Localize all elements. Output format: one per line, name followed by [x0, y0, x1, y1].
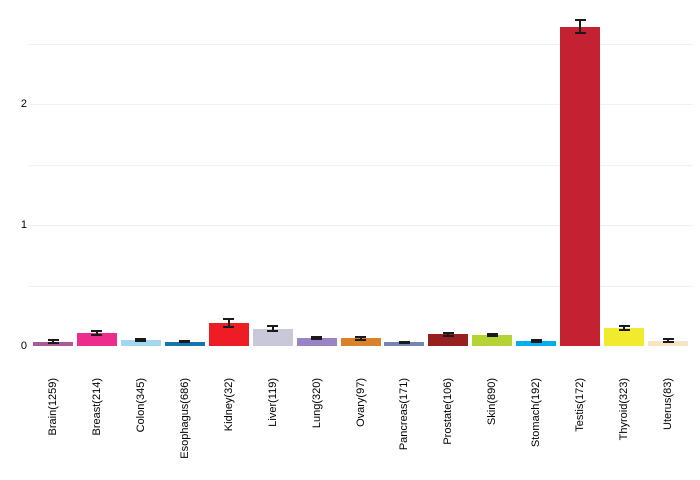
- error-bar-cap: [179, 339, 191, 342]
- error-bar-cap: [355, 338, 366, 341]
- error-bar-cap: [486, 332, 498, 335]
- x-tick-label: Uterus(83): [662, 378, 675, 430]
- error-bar: [52, 340, 54, 343]
- error-bar-cap: [355, 335, 366, 338]
- error-bar-cap: [574, 32, 586, 35]
- error-bar-cap: [223, 317, 235, 320]
- x-tick-label: Testis(172): [574, 378, 587, 432]
- x-tick-label: Thyroid(323): [618, 378, 631, 441]
- bar: [472, 334, 513, 346]
- error-bar-cap: [47, 339, 59, 342]
- error-bar-cap: [530, 338, 542, 341]
- x-tick-label: Pancreas(171): [398, 378, 411, 451]
- error-bar: [271, 326, 274, 332]
- error-bar-cap: [398, 340, 410, 343]
- x-tick-label: Lung(320): [310, 378, 323, 429]
- bar: [340, 338, 381, 346]
- gridline: [28, 225, 693, 226]
- x-tick-label: Prostate(106): [442, 378, 455, 445]
- bar: [120, 339, 161, 346]
- error-bar-cap: [662, 340, 674, 343]
- bar: [604, 327, 645, 346]
- error-bar-cap: [442, 331, 454, 334]
- error-bar-cap: [91, 333, 103, 336]
- gridline: [28, 43, 693, 45]
- bar: [164, 341, 205, 346]
- error-bar-cap: [442, 334, 454, 337]
- x-tick-label: Breast(214): [90, 378, 103, 436]
- error-bar-cap: [267, 325, 279, 328]
- x-tick-label: Skin(890): [486, 378, 499, 426]
- y-tick-label: 1: [20, 219, 27, 231]
- gridline: [28, 164, 693, 166]
- error-bar: [623, 325, 626, 330]
- x-tick-label: Stomach(192): [530, 378, 543, 448]
- x-tick-label: Liver(119): [266, 378, 279, 427]
- gridline: [28, 285, 693, 287]
- bar: [428, 334, 469, 346]
- error-bar-cap: [179, 341, 191, 344]
- error-bar-cap: [574, 18, 586, 21]
- error-bar-cap: [267, 330, 279, 333]
- error-bar-cap: [618, 324, 630, 327]
- error-bar: [447, 332, 450, 336]
- error-bar-cap: [398, 341, 410, 344]
- x-tick-label: Ovary(97): [354, 378, 367, 427]
- bar: [384, 342, 425, 346]
- error-bar: [95, 331, 98, 335]
- error-bar-cap: [135, 337, 147, 340]
- bar: [33, 341, 73, 346]
- error-bar-cap: [135, 339, 147, 342]
- x-tick-label: Brain(1259): [47, 378, 59, 436]
- error-bar-cap: [311, 335, 323, 338]
- bar: [516, 340, 557, 346]
- x-tick-label: Esophagus(686): [178, 378, 191, 459]
- error-bar-cap: [91, 330, 103, 333]
- error-bar: [579, 19, 582, 34]
- error-bar-cap: [662, 338, 674, 341]
- y-tick-label: 2: [20, 98, 27, 110]
- x-tick-label: Colon(345): [134, 378, 147, 433]
- bar: [560, 26, 601, 346]
- error-bar: [359, 336, 362, 340]
- bar: [76, 333, 117, 346]
- error-bar: [315, 336, 318, 340]
- bar: [296, 338, 337, 346]
- bar: [208, 323, 249, 346]
- y-tick-label: 0: [20, 340, 27, 352]
- error-bar: [227, 318, 230, 328]
- bar: [252, 328, 293, 346]
- gridline: [28, 104, 693, 105]
- error-bar-cap: [486, 334, 498, 337]
- error-bar-cap: [311, 338, 323, 341]
- error-bar: [667, 339, 670, 342]
- bar: [648, 340, 689, 346]
- error-bar-cap: [618, 328, 630, 331]
- x-tick-label: Kidney(32): [222, 378, 235, 432]
- error-bar-cap: [530, 340, 542, 343]
- error-bar-cap: [47, 341, 59, 344]
- error-bar-cap: [223, 326, 235, 329]
